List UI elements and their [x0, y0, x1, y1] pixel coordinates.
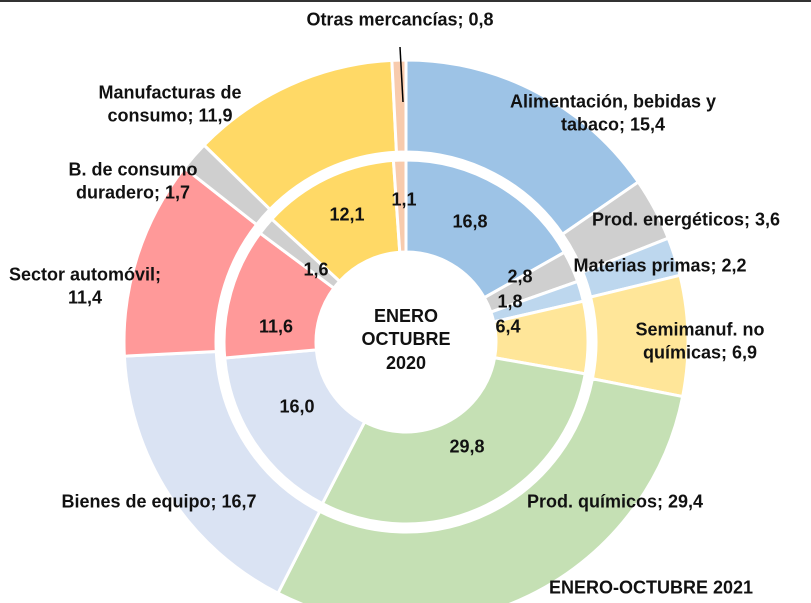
outer-ring-label: ENERO-OCTUBRE 2021 [548, 577, 754, 598]
inner-value-label: 6,4 [495, 316, 521, 337]
outer-value-label: Semimanuf. no químicas; 6,9 [635, 319, 765, 363]
inner-value-label: 29,8 [449, 436, 485, 457]
outer-value-label: Manufacturas de consumo; 11,9 [98, 82, 242, 126]
leader-line [399, 46, 404, 103]
inner-value-label: 16,8 [452, 211, 488, 232]
slice [404, 158, 567, 300]
outer-value-label: Otras mercancías; 0,8 [306, 9, 494, 30]
center-label: ENERO OCTUBRE 2020 [361, 305, 451, 373]
inner-value-label: 2,8 [507, 266, 533, 287]
outer-value-label: Alimentación, bebidas y tabaco; 15,4 [509, 91, 717, 135]
inner-value-label: 16,0 [279, 396, 315, 417]
outer-value-label: Materias primas; 2,2 [573, 255, 747, 276]
inner-value-label: 12,1 [329, 204, 365, 225]
outer-value-label: Bienes de equipo; 16,7 [61, 491, 257, 512]
inner-value-label: 1,1 [391, 189, 417, 210]
outer-value-label: Prod. químicos; 29,4 [526, 491, 704, 512]
slice [391, 158, 408, 254]
inner-value-label: 1,8 [497, 291, 523, 312]
outer-value-label: B. de consumo duradero; 1,7 [68, 159, 198, 203]
inner-value-label: 1,6 [303, 259, 329, 280]
outer-value-label: Prod. energéticos; 3,6 [591, 209, 781, 230]
slice [320, 356, 587, 526]
slice [223, 348, 367, 506]
inner-value-label: 11,6 [258, 316, 294, 337]
outer-value-label: Sector automóvil; 11,4 [8, 264, 162, 308]
